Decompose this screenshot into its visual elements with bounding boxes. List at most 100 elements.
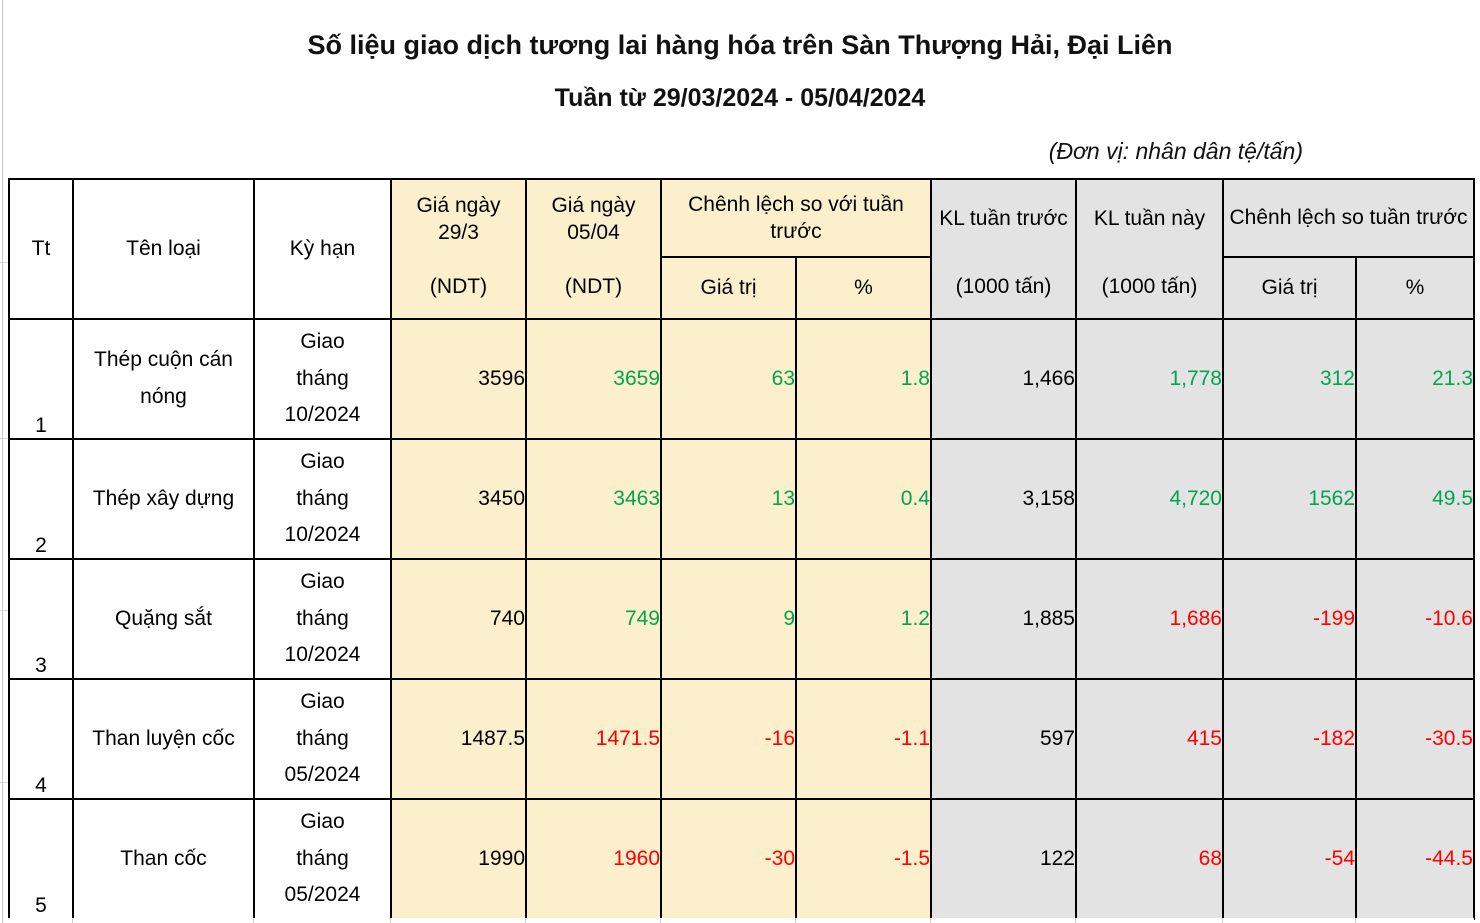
contract-term-label: Giao tháng 10/2024 [284,449,361,547]
diff-percent: -1.5 [795,798,932,920]
price-29-03: 3596 [390,318,527,440]
col-header-kl-tuan-nay-unit: (1000 tấn) [1101,275,1198,299]
price-29-03: 3450 [390,438,527,560]
volume-diff-percent: 49.5 [1355,438,1475,560]
commodity-name-label: Thép xây dựng [92,486,235,510]
diff-value: 63 [660,318,797,440]
volume-diff-percent: -30.5 [1355,678,1475,800]
commodity-name: Quặng sắt [72,558,255,680]
row-number-label: 4 [35,774,47,797]
header-row-2: Giá trị % Giá trị % [9,256,1475,320]
volume-diff-value: -54 [1222,798,1357,920]
commodity-name: Thép cuộn cán nóng [72,318,255,440]
price-29-03: 1487.5 [390,678,527,800]
volume-diff-value: -182 [1222,678,1357,800]
contract-term-label: Giao tháng 10/2024 [284,569,361,667]
price-29-03: 740 [390,558,527,680]
futures-table: Tt Tên loại Kỳ hạn Giá ngày 29/3 (NDT) G… [8,178,1475,920]
volume-diff-value: 1562 [1222,438,1357,560]
table-row: 2 Thép xây dựng Giao tháng 10/2024 3450 3463… [8,438,1475,560]
row-number: 5 [8,798,74,920]
col-header-gia-tri-2: Giá trị [1222,256,1357,320]
commodity-name: Than luyện cốc [72,678,255,800]
diff-percent: -1.1 [795,678,932,800]
contract-term: Giao tháng 10/2024 [253,558,392,680]
volume-prev-week: 1,466 [930,318,1077,440]
row-number-label: 1 [35,414,47,437]
row-number: 1 [8,318,74,440]
contract-term: Giao tháng 10/2024 [253,438,392,560]
header-row-1: Tt Tên loại Kỳ hạn Giá ngày 29/3 (NDT) G… [8,178,1475,320]
col-header-kl-tuan-truoc-unit: (1000 tấn) [955,275,1052,299]
volume-prev-week: 597 [930,678,1077,800]
volume-diff-value: 312 [1222,318,1357,440]
diff-value: 13 [660,438,797,560]
col-header-tt: Tt [8,178,74,320]
table-header: Tt Tên loại Kỳ hạn Giá ngày 29/3 (NDT) G… [8,178,1475,320]
table-row: 5 Than cốc Giao tháng 05/2024 1990 1960 -30 -1… [8,798,1475,920]
page-title: Số liệu giao dịch tương lai hàng hóa trê… [307,30,1173,60]
diff-percent: 1.2 [795,558,932,680]
contract-term: Giao tháng 10/2024 [253,318,392,440]
contract-term: Giao tháng 05/2024 [253,798,392,920]
row-number: 4 [8,678,74,800]
contract-term-label: Giao tháng 05/2024 [284,809,361,907]
volume-diff-percent: -44.5 [1355,798,1475,920]
volume-this-week: 4,720 [1075,438,1224,560]
col-header-kl-tuan-truoc: KL tuần trước (1000 tấn) [930,178,1077,320]
col-header-pct-2: % [1355,256,1475,320]
diff-value: -30 [660,798,797,920]
volume-this-week: 415 [1075,678,1224,800]
row-number-label: 2 [35,534,47,557]
col-header-kl-tuan-nay-label: KL tuần này [1093,207,1206,231]
col-header-gia-ngay-29: Giá ngày 29/3 (NDT) [390,178,527,320]
commodity-name-label: Thép cuộn cán nóng [94,348,233,408]
commodity-name: Than cốc [72,798,255,920]
table-row: 3 Quặng sắt Giao tháng 10/2024 740 749 9 1.2 1,… [8,558,1475,680]
col-group-chenh-lech-voi-tuan-truoc: Chênh lệch so với tuần trước [660,178,932,258]
volume-diff-percent: 21.3 [1355,318,1475,440]
price-05-04: 749 [525,558,662,680]
volume-this-week: 68 [1075,798,1224,920]
table-body: 1 Thép cuộn cán nóng Giao tháng 10/2024 359… [8,318,1475,920]
sheet-gridline-strip-bottom [8,918,1474,923]
col-header-gia-ngay-29-unit: (NDT) [429,275,488,299]
col-header-gia-ngay-29-label: Giá ngày 29/3 [416,193,501,244]
table-row: 4 Than luyện cốc Giao tháng 05/2024 1487.5 1… [8,678,1475,800]
col-group-chenh-lech-so-tuan-truoc: Chênh lệch so tuần trước [1222,178,1475,258]
contract-term-label: Giao tháng 05/2024 [284,689,361,787]
page-subtitle: Tuần từ 29/03/2024 - 05/04/2024 [554,84,926,112]
commodity-name-label: Than cốc [120,846,207,870]
diff-value: 9 [660,558,797,680]
commodity-name-label: Quặng sắt [115,606,212,630]
col-header-kl-tuan-truoc-label: KL tuần trước [939,207,1068,231]
price-29-03: 1990 [390,798,527,920]
row-number-label: 5 [35,894,47,917]
price-05-04: 1471.5 [525,678,662,800]
col-header-ten-loai: Tên loại [72,178,255,320]
col-header-gia-ngay-05: Giá ngày 05/04 (NDT) [525,178,662,320]
volume-prev-week: 122 [930,798,1077,920]
price-05-04: 3463 [525,438,662,560]
price-05-04: 3659 [525,318,662,440]
unit-note: (Đơn vị: nhân dân tệ/tấn) [1048,138,1303,164]
row-number-label: 3 [35,654,47,677]
col-header-gia-ngay-05-label: Giá ngày 05/04 [551,193,636,244]
row-number: 2 [8,438,74,560]
diff-percent: 0.4 [795,438,932,560]
sheet-gridline-strip-left [0,0,8,923]
price-05-04: 1960 [525,798,662,920]
col-header-pct-1: % [795,256,932,320]
volume-this-week: 1,686 [1075,558,1224,680]
commodity-name-label: Than luyện cốc [92,726,235,750]
contract-term-label: Giao tháng 10/2024 [284,329,361,427]
col-header-ky-han: Kỳ hạn [253,178,392,320]
diff-percent: 1.8 [795,318,932,440]
volume-diff-value: -199 [1222,558,1357,680]
volume-prev-week: 1,885 [930,558,1077,680]
volume-diff-percent: -10.6 [1355,558,1475,680]
volume-this-week: 1,778 [1075,318,1224,440]
col-header-gia-ngay-05-unit: (NDT) [564,275,623,299]
col-header-kl-tuan-nay: KL tuần này (1000 tấn) [1075,178,1224,320]
